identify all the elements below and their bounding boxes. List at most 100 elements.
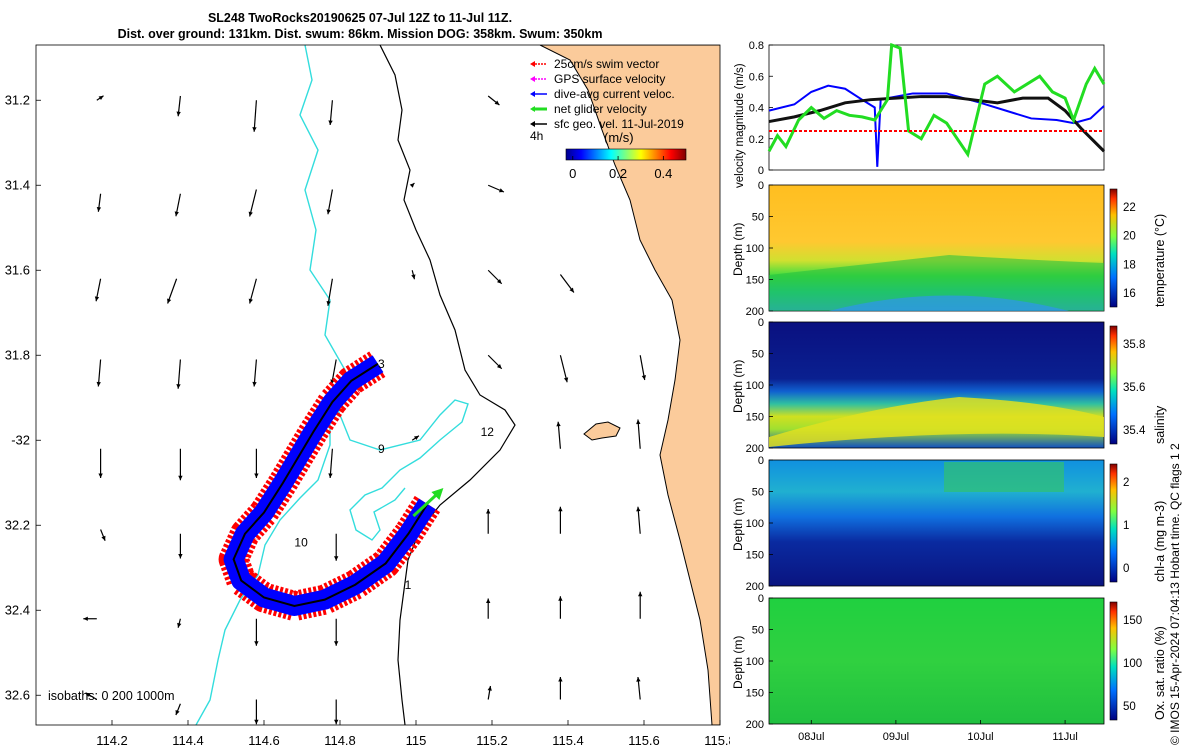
legend-4h-label: 4h [530, 129, 543, 143]
map-xtick-label: 114.2 [96, 733, 128, 748]
legend-entry: 25cm/s swim vector [530, 57, 659, 71]
depth-tick-label: 200 [746, 581, 764, 593]
legend-label: 25cm/s swim vector [554, 57, 659, 71]
map-ytick-label: 31.8 [5, 347, 30, 362]
rottnest-island [583, 421, 621, 441]
track-day-label: 1 [405, 578, 412, 592]
legend-entry: GPS surface velocity [530, 72, 665, 86]
title-line-2: Dist. over ground: 131km. Dist. swum: 86… [117, 27, 603, 41]
map-ytick-label: -32 [11, 432, 30, 447]
depth-tick-label: 100 [746, 380, 764, 392]
title-line-1: SL248 TwoRocks20190625 07-Jul 12Z to 11-… [207, 11, 513, 25]
depth-ylabel: Depth (m) [731, 360, 745, 413]
current-vector-arrow [98, 448, 103, 478]
time-tick-label: 11Jul [1052, 731, 1077, 743]
current-vector-arrow [334, 618, 339, 646]
current-vector-arrow [326, 278, 333, 306]
current-vector-arrow [334, 699, 339, 725]
depth-tick-label: 200 [746, 719, 764, 731]
current-vector-arrow [411, 270, 416, 280]
depth-tick-label: 150 [746, 275, 764, 287]
current-vector-arrow [254, 618, 259, 646]
depth-tick-label: 0 [758, 455, 764, 467]
velocity-ylabel: velocity magnitude (m/s) [734, 63, 746, 188]
credit-text: © IMOS 15-Apr-2024 07:04:13 Hobart time.… [1168, 443, 1182, 745]
colorbar-tick-label: 35.6 [1123, 382, 1145, 394]
map-xtick-label: 115.2 [476, 733, 508, 748]
map-panel: 9 10 1 3 12 114.2 114.4 114.6 114.8 115 115.2 115.… [5, 44, 730, 748]
velocity-axes [768, 44, 1105, 171]
legend-entry: sfc geo. vel. 11-Jul-2019 [530, 117, 684, 131]
current-vector-arrow [639, 355, 647, 381]
current-vector-arrow [638, 591, 643, 619]
current-vector-arrow [252, 359, 257, 387]
time-tick-label: 08Jul [798, 731, 824, 743]
current-vector-arrow [94, 278, 102, 302]
depth-tick-label: 100 [746, 656, 764, 668]
heatmap-colorbar [1109, 463, 1118, 583]
map-ytick-label: 32.2 [5, 517, 30, 532]
legend-label: dive-avg current veloc. [554, 87, 675, 101]
current-vector-arrow [178, 448, 183, 481]
map-xtick-label: 115.4 [552, 733, 584, 748]
current-vector-arrow [558, 506, 563, 534]
colorbar-tick-label: 0.2 [609, 166, 627, 181]
current-vector-arrow [487, 685, 492, 700]
current-vector-arrow [174, 193, 181, 217]
glider-track-line [232, 362, 429, 608]
current-vector-arrow [487, 184, 505, 193]
track-day-label: 3 [378, 357, 385, 371]
net-glider-velocity-head [431, 488, 444, 500]
current-vector-arrow [248, 189, 257, 217]
current-vector-arrow [486, 509, 491, 534]
depth-tick-label: 150 [746, 688, 764, 700]
current-vector-arrow [254, 699, 259, 725]
map-ytick-label: 31.4 [5, 177, 30, 192]
colorbar-tick-label: 150 [1123, 615, 1142, 627]
current-vector-arrow [409, 182, 415, 188]
current-vector-arrow [558, 677, 563, 700]
time-tick-label: 10Jul [967, 731, 993, 743]
depth-tick-label: 150 [746, 412, 764, 424]
map-ytick-label: 32.4 [5, 602, 30, 617]
current-vector-arrow [85, 692, 98, 701]
colorbar-tick-label: 100 [1123, 658, 1142, 670]
colorbar-tick-label: 2 [1123, 477, 1129, 489]
map-xtick-label: 115 [406, 733, 427, 748]
current-vector-arrow [326, 189, 333, 215]
depth-tick-label: 0 [758, 317, 764, 329]
track-day-label: 12 [481, 425, 495, 439]
colorbar-tick-label: 1 [1123, 520, 1129, 532]
map-ytick-label: 31.6 [5, 262, 30, 277]
time-tick-label: 09Jul [883, 731, 909, 743]
current-vector-arrow [411, 435, 420, 441]
current-vector-arrow [83, 616, 97, 621]
cold-water-region [829, 295, 1069, 311]
current-vector-arrow [178, 533, 183, 559]
velocity-ytick-label: 0.4 [749, 103, 764, 115]
current-vector-arrow [556, 421, 561, 449]
current-vector-arrow [487, 269, 503, 285]
colorbar-tick-label: 18 [1123, 259, 1136, 271]
depth-tick-label: 200 [746, 443, 764, 455]
velocity-ytick-label: 0.2 [749, 134, 764, 146]
colorbar-tick-label: 16 [1123, 288, 1136, 300]
current-vector-arrow [487, 95, 500, 106]
current-vector-arrow [328, 448, 333, 479]
heatmap-field [768, 597, 1105, 725]
current-vector-arrow [559, 355, 569, 383]
map-xtick-label: 114.4 [172, 733, 204, 748]
track-day-label: 10 [294, 536, 308, 550]
velocity-colorbar [565, 148, 687, 161]
colorbar-tick-label: 35.8 [1123, 339, 1145, 351]
current-vector-arrow [100, 529, 106, 541]
depth-ylabel: Depth (m) [731, 636, 745, 689]
net-glider-velocity-arrow [412, 490, 441, 518]
isobaths-label: isobaths: 0 200 1000m [48, 689, 174, 703]
current-vector-arrow [176, 359, 181, 389]
current-vector-arrow [636, 419, 641, 449]
depth-ylabel: Depth (m) [731, 223, 745, 276]
depth-tick-label: 50 [752, 212, 764, 224]
isobath-1000m [379, 45, 516, 725]
colorbar-title: salinity [1153, 405, 1167, 444]
